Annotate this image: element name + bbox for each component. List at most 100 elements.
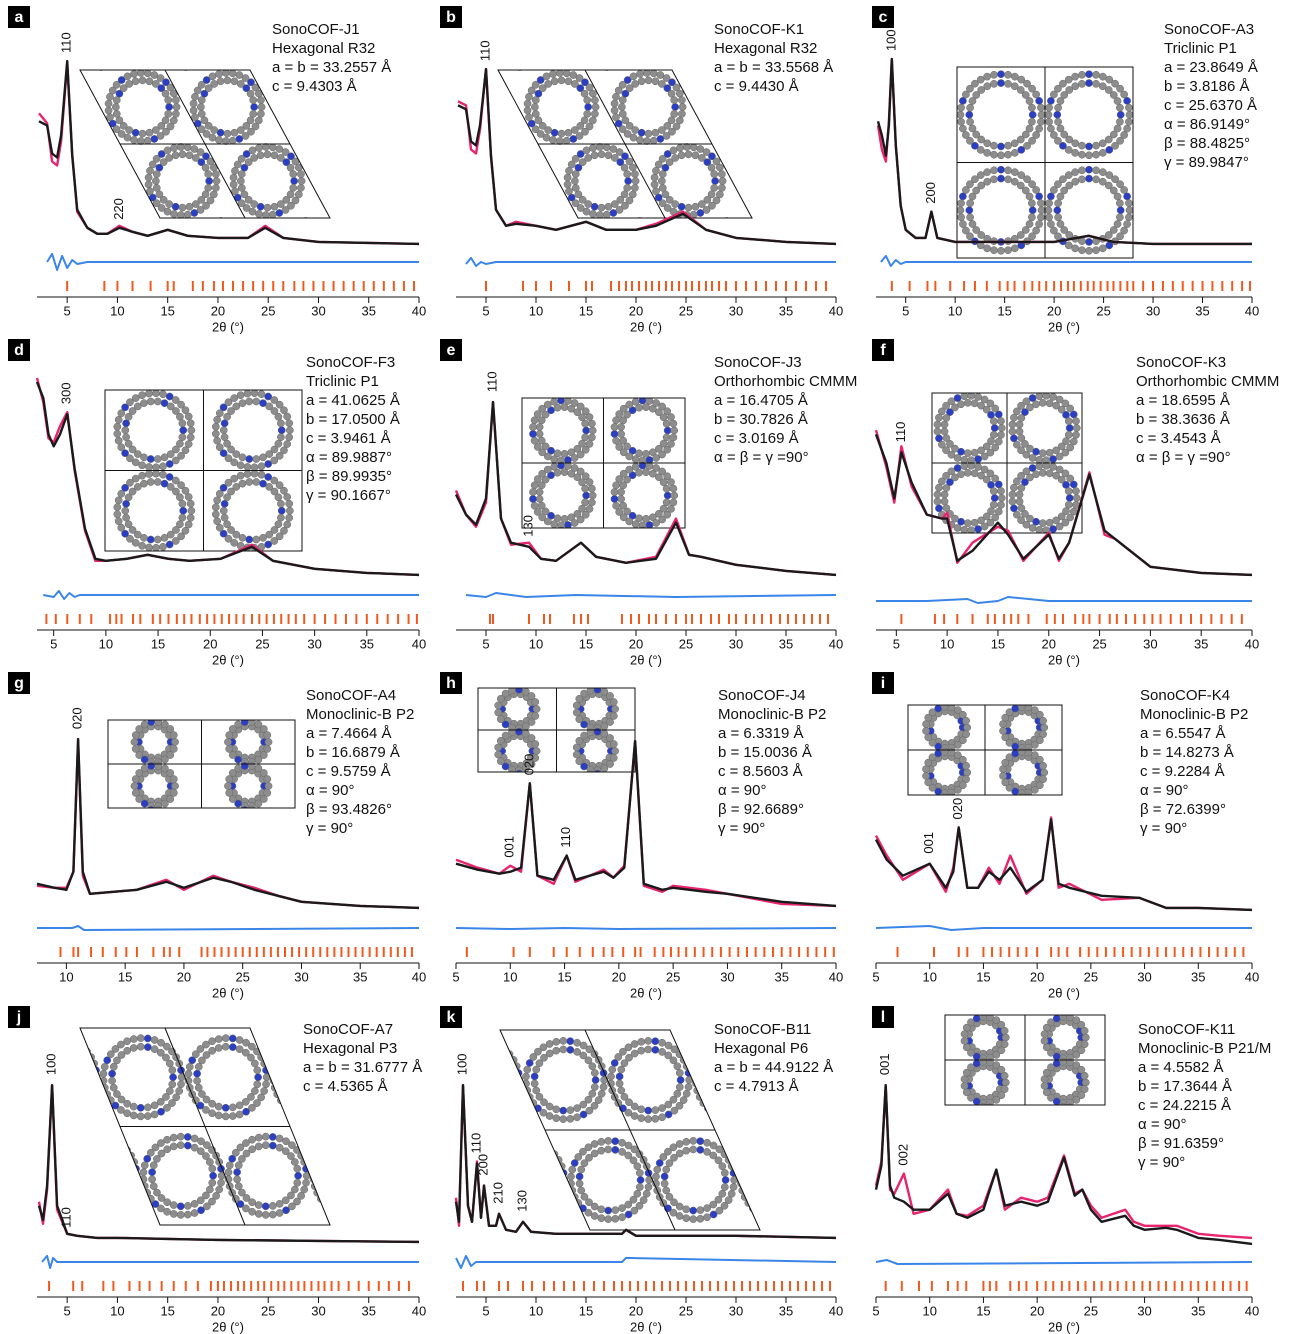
structure-atom [950,111,957,118]
structure-atom [479,580,486,587]
structure-atom [223,574,230,581]
structure-atom [742,194,749,201]
structure-atom [69,531,76,538]
x-tick-label: 10 [948,303,962,318]
structure-atom [453,508,460,515]
structure-atom [1154,136,1161,143]
structure-atom [701,417,708,424]
x-tick-label: 35 [360,636,374,651]
structure-atom [1133,111,1140,118]
structure-atom [661,276,668,283]
structure-atom [528,265,535,272]
structure-atom [81,588,88,595]
structure-atom [1028,309,1035,316]
structure-atom [876,515,883,522]
structure-atom [798,184,805,191]
structure-atom [132,378,139,385]
structure-atom [92,211,99,218]
structure-atom [571,177,578,184]
structure-atom [329,556,336,563]
structure-atom [15,430,22,437]
structure-atom [930,172,937,179]
structure-atom [1055,104,1062,111]
structure-atom [326,607,333,614]
structure-atom [104,235,111,242]
structure-atom [405,52,412,59]
structure-atom [185,413,192,420]
structure-atom [322,601,329,608]
structure-atom [153,270,160,277]
structure-atom [182,568,189,575]
structure-atom [671,427,678,434]
structure-atom [1143,295,1150,302]
structure-atom [871,510,878,517]
structure-atom [443,0,450,5]
structure-atom [618,6,625,13]
structure-atom [398,19,405,26]
structure-atom [713,122,720,129]
structure-atom [909,143,916,150]
structure-atom [15,423,22,430]
structure-atom [507,550,514,557]
structure-atom [1011,340,1018,347]
structure-atom [618,553,625,560]
structure-atom [940,42,947,49]
structure-atom [412,11,419,18]
structure-atom [731,470,738,477]
structure-atom [790,148,797,155]
cell-parameter: a = 16.4705 Å [714,392,808,409]
structure-atom [1092,271,1099,278]
structure-atom [845,258,852,265]
structure-atom [477,174,484,181]
structure-atom [431,56,438,63]
structure-atom [873,328,880,335]
structure-atom [500,434,507,441]
structure-atom [879,309,886,316]
structure-atom [315,329,322,336]
structure-atom [889,329,896,336]
structure-atom [604,255,611,262]
structure-atom [377,158,384,165]
structure-atom [328,150,335,157]
structure-atom [1116,118,1123,125]
structure-atom [362,251,369,258]
structure-atom [886,386,893,393]
structure-atom [281,265,288,272]
structure-atom [481,194,488,201]
structure-atom [237,177,244,184]
structure-atom [52,137,59,144]
structure-atom [74,568,81,575]
structure-atom [469,69,476,76]
structure-atom [997,166,1004,173]
structure-atom [1142,233,1149,240]
structure-atom [146,129,153,136]
structure-atom [457,482,464,489]
structure-atom [472,339,479,346]
structure-atom [860,365,867,372]
structure-atom [626,531,633,538]
structure-atom [5,62,12,69]
structure-atom [1029,16,1036,23]
structure-atom [264,151,271,158]
structure-atom [238,171,245,178]
structure-atom [724,534,731,541]
structure-atom [462,70,469,77]
structure-atom [286,507,293,514]
structure-atom [642,385,649,392]
structure-atom [47,551,54,558]
peak-label: 200 [923,182,938,204]
structure-atom [460,573,467,580]
structure-atom [251,464,258,471]
structure-atom [337,615,344,622]
structure-atom [1143,118,1150,125]
structure-atom [959,2,966,9]
structure-atom [1092,47,1099,54]
structure-atom [405,23,412,30]
structure-atom [78,601,85,608]
structure-atom [902,517,909,524]
structure-atom [971,47,978,54]
structure-atom [463,466,470,473]
structure-atom [551,456,558,463]
structure-atom [753,196,760,203]
structure-atom [172,152,179,159]
